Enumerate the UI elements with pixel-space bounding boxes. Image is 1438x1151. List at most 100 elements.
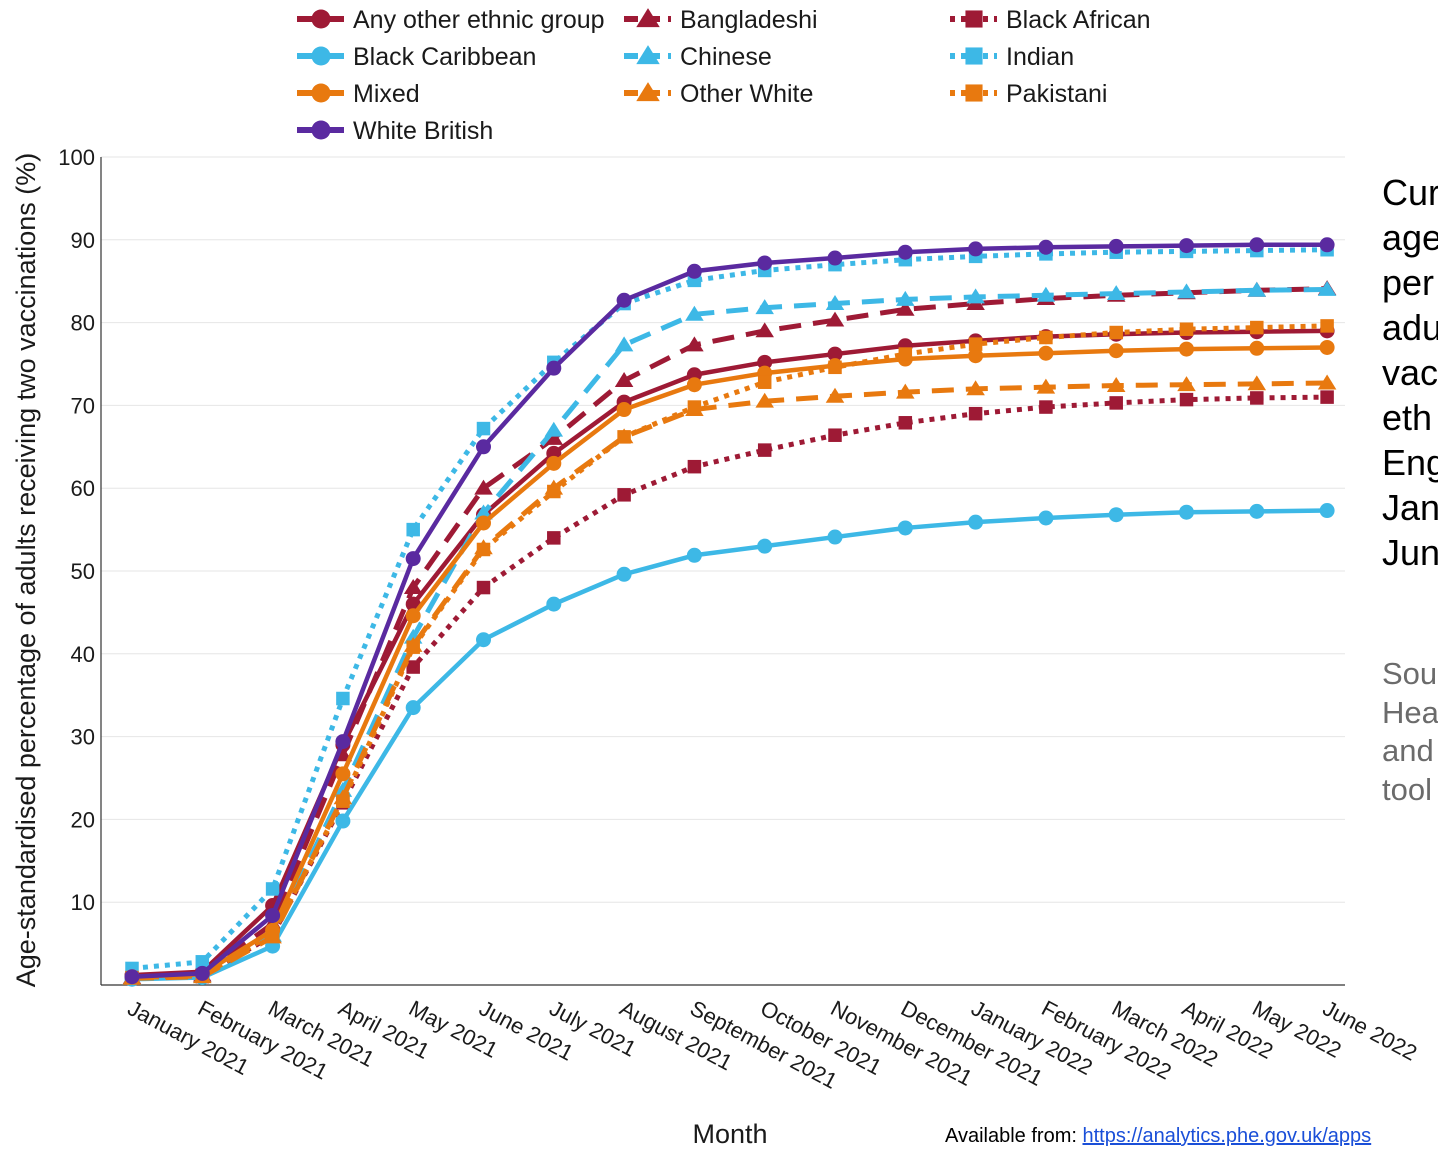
data-point-chinese-11 — [896, 290, 915, 306]
data-point-chinese-6 — [544, 421, 564, 437]
legend-swatch-marker-white-british — [311, 120, 331, 140]
data-point-chinese-16 — [1247, 281, 1267, 297]
data-point-white-british-7 — [616, 292, 632, 308]
legend-label-pakistani: Pakistani — [1006, 80, 1107, 108]
legend-item-any-other-ethnic-group: Any other ethnic group — [297, 6, 605, 34]
data-point-black-caribbean-16 — [1249, 503, 1265, 519]
data-point-pakistani-2 — [265, 926, 280, 941]
data-point-white-british-17 — [1319, 237, 1335, 253]
y-tick-label-90: 90 — [71, 228, 95, 253]
data-point-white-british-2 — [265, 907, 281, 923]
legend-label-mixed: Mixed — [353, 80, 420, 108]
data-point-black-caribbean-15 — [1179, 504, 1194, 520]
footer-prefix: Available from: — [945, 1125, 1083, 1147]
data-point-black-african-12 — [968, 406, 983, 421]
data-point-bangladeshi-8 — [685, 336, 704, 352]
series-line-white-british — [131, 242, 1328, 979]
data-point-pakistani-4 — [406, 640, 420, 654]
legend-item-black-african: Black African — [950, 6, 1151, 34]
data-point-other-white-17 — [1317, 374, 1337, 390]
data-point-mixed-3 — [335, 766, 351, 782]
data-point-chinese-14 — [1106, 285, 1126, 301]
data-point-mixed-12 — [968, 348, 984, 364]
legend-swatch-marker-chinese — [636, 45, 660, 65]
y-tick-label-70: 70 — [71, 393, 95, 418]
data-point-bangladeshi-7 — [614, 372, 634, 387]
data-point-mixed-14 — [1108, 343, 1124, 359]
data-point-chinese-10 — [825, 295, 845, 310]
data-point-white-british-5 — [476, 439, 491, 455]
legend-item-bangladeshi: Bangladeshi — [624, 6, 818, 34]
data-point-mixed-5 — [476, 515, 491, 531]
legend-swatch-marker-black-african — [965, 10, 983, 28]
y-tick-label-20: 20 — [71, 807, 95, 832]
data-point-black-caribbean-13 — [1038, 510, 1054, 526]
series-white-british — [124, 237, 1335, 985]
data-point-black-african-8 — [687, 459, 702, 474]
data-point-black-african-11 — [898, 416, 913, 430]
series-line-bangladeshi — [131, 286, 1328, 981]
data-point-black-african-17 — [1320, 390, 1334, 404]
legend-label-indian: Indian — [1006, 43, 1074, 71]
data-point-black-african-4 — [406, 660, 420, 674]
legend-item-black-caribbean: Black Caribbean — [297, 43, 536, 71]
data-point-chinese-8 — [685, 305, 704, 321]
footer: Available from: https://analytics.phe.go… — [945, 1125, 1371, 1148]
data-point-pakistani-9 — [757, 375, 772, 389]
series-line-indian — [131, 247, 1328, 971]
legend-label-other-white: Other White — [680, 80, 813, 108]
data-point-chinese-5 — [474, 504, 493, 520]
y-axis-title: Age-standardised percentage of adults re… — [11, 153, 41, 987]
data-point-other-white-11 — [896, 383, 915, 399]
data-point-black-caribbean-5 — [476, 632, 491, 648]
x-axis-title: Month — [692, 1119, 767, 1149]
data-point-black-african-10 — [828, 428, 842, 442]
legend-item-pakistani: Pakistani — [950, 80, 1107, 108]
data-point-pakistani-12 — [968, 337, 983, 351]
data-point-pakistani-14 — [1109, 325, 1123, 340]
data-point-white-british-8 — [686, 263, 702, 279]
data-point-white-british-9 — [757, 255, 773, 271]
y-tick-label-80: 80 — [71, 311, 95, 336]
y-tick-label-30: 30 — [71, 725, 95, 750]
data-point-white-british-3 — [335, 734, 351, 750]
data-point-black-african-9 — [757, 443, 772, 457]
data-point-pakistani-8 — [687, 400, 702, 414]
series-indian — [125, 242, 1334, 976]
series-lines — [122, 237, 1337, 987]
data-point-black-african-5 — [476, 580, 491, 595]
legend-item-other-white: Other White — [624, 80, 813, 108]
data-point-black-caribbean-14 — [1108, 507, 1124, 523]
data-point-indian-5 — [476, 421, 491, 436]
legend-item-chinese: Chinese — [624, 43, 772, 71]
data-point-white-british-15 — [1179, 238, 1194, 254]
y-tick-label-10: 10 — [71, 890, 95, 915]
data-point-pakistani-6 — [547, 484, 561, 499]
legend-swatch-marker-any-other-ethnic-group — [311, 9, 331, 29]
data-point-other-white-12 — [966, 380, 985, 396]
data-point-other-white-16 — [1247, 375, 1267, 391]
footer-link[interactable]: https://analytics.phe.gov.uk/apps — [1082, 1125, 1372, 1147]
data-point-black-african-16 — [1250, 391, 1264, 405]
y-tick-label-60: 60 — [71, 476, 95, 501]
legend-label-black-caribbean: Black Caribbean — [353, 43, 536, 71]
data-point-black-caribbean-11 — [897, 520, 913, 536]
y-tick-label-50: 50 — [71, 559, 95, 584]
data-point-indian-3 — [336, 691, 350, 706]
legend-item-indian: Indian — [950, 43, 1074, 71]
series-black-caribbean — [124, 503, 1335, 987]
data-point-black-caribbean-8 — [686, 547, 702, 563]
data-point-pakistani-15 — [1179, 322, 1194, 336]
data-point-mixed-7 — [616, 402, 632, 418]
data-point-bangladeshi-6 — [544, 429, 564, 445]
data-point-any-other-ethnic-group-9 — [757, 354, 773, 370]
legend-label-black-african: Black African — [1006, 6, 1151, 34]
data-point-pakistani-10 — [828, 360, 842, 375]
data-point-white-british-12 — [968, 241, 984, 257]
data-point-chinese-12 — [966, 288, 985, 304]
data-point-other-white-15 — [1177, 376, 1196, 392]
data-point-pakistani-5 — [476, 542, 491, 557]
data-point-pakistani-17 — [1320, 319, 1334, 333]
data-point-black-african-15 — [1179, 392, 1194, 407]
